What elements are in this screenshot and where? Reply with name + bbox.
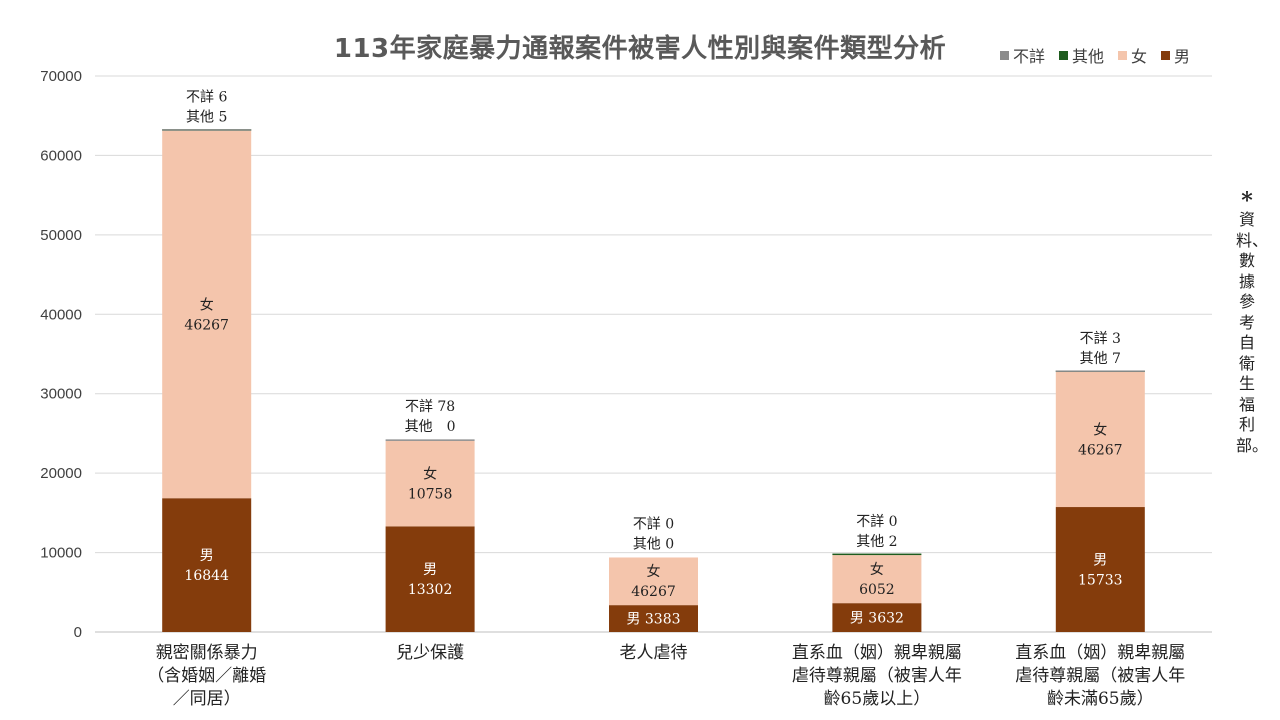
data-label-female: 46267 (631, 584, 676, 600)
data-label-female: 女 (647, 563, 661, 580)
y-tick-label: 60000 (40, 147, 82, 164)
chart-legend: 不詳 其他 女 男 (1000, 43, 1190, 67)
x-tick-label: 老人虐待 (619, 643, 688, 663)
bar-segment-男 (385, 526, 475, 632)
data-label-other-unknown: 其他 7 (1080, 351, 1121, 367)
legend-label: 女 (1131, 47, 1148, 66)
legend-swatch (1118, 50, 1128, 60)
legend-item: 其他 (1059, 43, 1104, 67)
bar-segment-不詳 (162, 129, 252, 131)
legend-label: 不詳 (1013, 47, 1046, 66)
data-label-female: 女 (423, 466, 437, 483)
data-label-other-unknown: 其他 5 (186, 110, 227, 126)
bar-segment-女 (1055, 372, 1145, 508)
bar-segment-不詳 (1055, 370, 1145, 372)
data-label-other-unknown: 不詳 6 (186, 90, 227, 106)
data-label-other-unknown: 其他 0 (633, 536, 674, 552)
data-label-other-unknown: 不詳 0 (633, 516, 674, 532)
data-label-male: 男 3383 (626, 611, 680, 627)
data-label-other-unknown: 不詳 78 (405, 399, 455, 415)
data-label-female: 6052 (859, 582, 895, 598)
y-tick-label: 70000 (40, 68, 82, 85)
bar-segment-男 (832, 603, 922, 632)
x-tick-label: 直系血（姻）親卑親屬 虐待尊親屬（被害人年 齡未滿65歲） (1015, 643, 1186, 709)
note-text: 資料、數據參考自衛生福利部。 (1236, 210, 1269, 455)
legend-label: 男 (1174, 47, 1191, 66)
data-label-other-unknown: 不詳 3 (1080, 331, 1121, 347)
bar-segment-男 (1055, 507, 1145, 632)
data-label-female: 10758 (408, 487, 453, 503)
y-tick-label: 0 (74, 624, 82, 641)
legend-item: 女 (1118, 43, 1147, 67)
x-tick-label: 兒少保護 (396, 643, 465, 663)
data-label-other-unknown: 不詳 0 (856, 514, 897, 530)
y-tick-label: 30000 (40, 386, 82, 403)
bar-segment-男 (609, 605, 698, 632)
data-label-male: 男 3632 (850, 610, 904, 626)
bar-segment-女 (609, 557, 698, 606)
x-tick-label: 直系血（姻）親卑親屬 虐待尊親屬（被害人年 齡65歲以上） (791, 643, 962, 709)
data-label-male: 16844 (184, 568, 229, 584)
data-label-male: 15733 (1078, 572, 1123, 588)
x-tick-label: 親密關係暴力 （含婚姻／離婚 ／同居） (147, 643, 267, 709)
data-label-female: 女 (1093, 421, 1107, 438)
legend-swatch (1000, 50, 1009, 60)
y-tick-label: 50000 (40, 227, 82, 244)
note-asterisk: * (1241, 188, 1253, 214)
y-tick-label: 40000 (40, 306, 82, 323)
chart-title: 113年家庭暴力通報案件被害人性別與案件類型分析 (333, 34, 947, 64)
legend-swatch (1161, 50, 1171, 60)
legend-item: 男 (1161, 43, 1190, 67)
bar-segment-不詳 (385, 439, 475, 441)
data-label-male: 13302 (408, 582, 453, 598)
bar-segment-女 (162, 130, 252, 499)
bar-segment-女 (832, 555, 922, 604)
data-label-male: 男 (1093, 552, 1107, 568)
data-label-male: 男 (200, 548, 214, 564)
data-label-other-unknown: 其他 0 (405, 419, 456, 435)
y-tick-label: 10000 (40, 545, 82, 562)
data-label-male: 男 (423, 562, 437, 578)
legend-label: 其他 (1072, 47, 1105, 66)
bar-segment-男 (162, 498, 252, 632)
data-label-female: 46267 (1078, 442, 1123, 458)
bar-segment-女 (385, 440, 475, 527)
data-label-female: 46267 (184, 317, 229, 333)
legend-swatch (1059, 50, 1069, 60)
data-label-female: 女 (870, 561, 884, 578)
legend-item: 不詳 (1000, 43, 1045, 67)
y-tick-label: 20000 (40, 465, 82, 482)
data-label-female: 女 (200, 296, 214, 313)
data-label-other-unknown: 其他 2 (856, 534, 897, 550)
data-source-note: * 資料、數據參考自衛生福利部。 (1236, 188, 1268, 456)
bar-segment-其他 (832, 553, 922, 556)
